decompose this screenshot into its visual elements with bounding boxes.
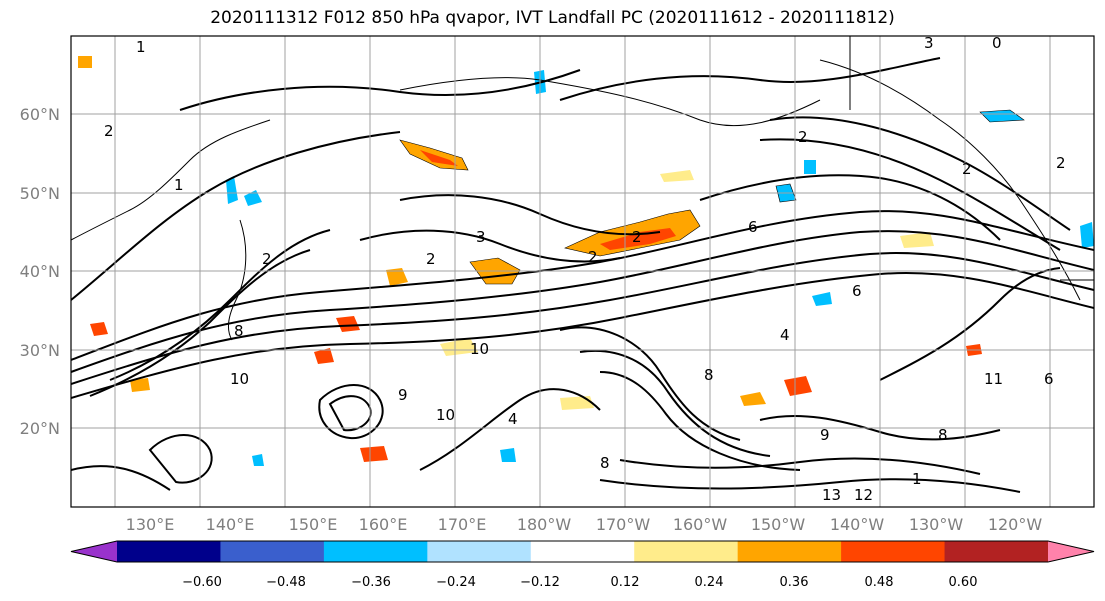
colorbar-outline bbox=[70, 540, 1095, 563]
colorbar-tick: 0.60 bbox=[949, 575, 978, 590]
graticule bbox=[71, 36, 1094, 507]
map-title: 2020111312 F012 850 hPa qvapor, IVT Land… bbox=[210, 8, 895, 28]
colorbar-segment bbox=[634, 541, 739, 562]
lon-label: 170°E bbox=[438, 515, 487, 534]
latitude-labels: 60°N 50°N 40°N 30°N 20°N bbox=[20, 105, 60, 438]
colorbar-segment bbox=[220, 541, 325, 562]
longitude-labels: 130°E 140°E 150°E 160°E 170°E 180°W 170°… bbox=[126, 515, 1043, 534]
contour-label: 4 bbox=[508, 410, 518, 428]
contour-label: 2 bbox=[798, 128, 808, 146]
colorbar-tick: −0.12 bbox=[520, 575, 560, 590]
colorbar-tick: −0.24 bbox=[436, 575, 476, 590]
lon-label: 180°W bbox=[517, 515, 572, 534]
colorbar-segment bbox=[841, 541, 946, 562]
lat-label: 40°N bbox=[20, 262, 60, 281]
contour-label: 8 bbox=[704, 366, 714, 384]
colorbar-tick-labels: −0.60 −0.48 −0.36 −0.24 −0.12 0.12 0.24 … bbox=[182, 575, 977, 590]
colorbar-tick: 0.48 bbox=[865, 575, 894, 590]
colorbar-segment bbox=[530, 541, 635, 562]
colorbar-extend-low bbox=[71, 541, 117, 562]
contour-label: 9 bbox=[820, 426, 830, 444]
lon-label: 170°W bbox=[596, 515, 651, 534]
lon-label: 120°W bbox=[988, 515, 1043, 534]
contour-label: 2 bbox=[962, 160, 972, 178]
contour-label: 3 bbox=[476, 228, 486, 246]
contour-label: 2 bbox=[1056, 154, 1066, 172]
contour-label: 2 bbox=[104, 122, 114, 140]
lat-label: 20°N bbox=[20, 419, 60, 438]
contour-label: 2 bbox=[426, 250, 436, 268]
map-border bbox=[70, 35, 1095, 508]
colorbar-segment bbox=[737, 541, 842, 562]
contour-label: 1 bbox=[912, 470, 922, 488]
contour-label: 6 bbox=[852, 282, 862, 300]
contour-label: 2 bbox=[588, 248, 598, 266]
contour-label: 8 bbox=[938, 426, 948, 444]
colorbar-tick: 0.24 bbox=[695, 575, 724, 590]
contour-label: 9 bbox=[398, 386, 408, 404]
lon-label: 130°E bbox=[126, 515, 175, 534]
contour-labels: 1 2 2 1 2 3 2 2 6 2 6 8 10 10 9 8 9 4 0 … bbox=[104, 34, 1066, 504]
lon-label: 130°W bbox=[909, 515, 964, 534]
lon-label: 140°E bbox=[206, 515, 255, 534]
contour-label: 13 bbox=[822, 486, 841, 504]
colorbar-segment bbox=[323, 541, 428, 562]
contour-label: 6 bbox=[1044, 370, 1054, 388]
lon-label: 160°W bbox=[673, 515, 728, 534]
qvapor-anomaly-shading bbox=[78, 56, 1094, 466]
contour-label: 1 bbox=[174, 176, 184, 194]
lon-label: 160°E bbox=[359, 515, 408, 534]
colorbar-tick: 0.12 bbox=[611, 575, 640, 590]
lon-label: 150°W bbox=[751, 515, 806, 534]
contour-label: 0 bbox=[992, 34, 1002, 52]
coastlines bbox=[71, 36, 1094, 341]
lon-label: 150°E bbox=[289, 515, 338, 534]
map-panel: 1 2 2 1 2 3 2 2 6 2 6 8 10 10 9 8 9 4 0 … bbox=[71, 34, 1094, 507]
contour-label: 6 bbox=[748, 218, 758, 236]
lat-label: 50°N bbox=[20, 184, 60, 203]
colorbar-tick: −0.60 bbox=[182, 575, 222, 590]
colorbar-segment bbox=[427, 541, 532, 562]
contour-label: 8 bbox=[234, 322, 244, 340]
contour-label: 4 bbox=[780, 326, 790, 344]
lat-label: 60°N bbox=[20, 105, 60, 124]
contour-label: 1 bbox=[136, 38, 146, 56]
contour-label: 10 bbox=[470, 340, 489, 358]
colorbar-extend-high bbox=[1048, 541, 1094, 562]
colorbar-tick: 0.36 bbox=[780, 575, 809, 590]
colorbar-tick: −0.48 bbox=[266, 575, 306, 590]
contour-label: 8 bbox=[600, 454, 610, 472]
contour-label: 2 bbox=[262, 250, 272, 268]
contour-label: 11 bbox=[984, 370, 1003, 388]
contour-label: 2 bbox=[632, 228, 642, 246]
colorbar-segment bbox=[944, 541, 1049, 562]
lon-label: 140°W bbox=[830, 515, 885, 534]
colorbar bbox=[70, 540, 1095, 563]
ivt-contours bbox=[71, 57, 1094, 493]
contour-label: 3 bbox=[924, 34, 934, 52]
lat-label: 30°N bbox=[20, 341, 60, 360]
colorbar-segment bbox=[117, 541, 221, 562]
colorbar-tick: −0.36 bbox=[351, 575, 391, 590]
contour-label: 12 bbox=[854, 486, 873, 504]
contour-label: 10 bbox=[230, 370, 249, 388]
contour-label: 10 bbox=[436, 406, 455, 424]
